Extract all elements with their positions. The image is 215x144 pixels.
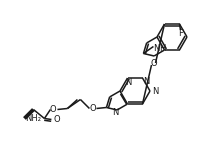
Text: N: N — [112, 108, 118, 118]
Text: N: N — [153, 44, 159, 53]
Text: O: O — [89, 104, 96, 113]
Text: O: O — [150, 59, 157, 69]
Text: O: O — [53, 115, 60, 124]
Text: NH₂: NH₂ — [25, 114, 41, 123]
Text: N: N — [143, 76, 150, 86]
Text: H: H — [159, 44, 165, 53]
Text: N: N — [152, 87, 158, 95]
Text: F: F — [178, 29, 183, 37]
Text: N: N — [125, 77, 132, 87]
Text: O: O — [49, 105, 56, 114]
